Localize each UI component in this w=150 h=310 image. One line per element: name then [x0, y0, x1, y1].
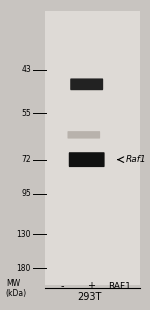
Text: 55: 55 — [21, 108, 31, 118]
FancyBboxPatch shape — [69, 152, 105, 167]
Text: 95: 95 — [21, 189, 31, 198]
Text: +: + — [87, 281, 95, 291]
Text: 293T: 293T — [77, 292, 102, 302]
Text: 43: 43 — [21, 65, 31, 74]
FancyBboxPatch shape — [70, 78, 103, 90]
Text: 72: 72 — [21, 155, 31, 164]
Text: Raf1: Raf1 — [126, 155, 146, 164]
FancyBboxPatch shape — [68, 131, 100, 139]
Text: MW
(kDa): MW (kDa) — [6, 279, 27, 299]
Text: 180: 180 — [17, 264, 31, 273]
FancyBboxPatch shape — [45, 11, 140, 285]
Text: RAF1: RAF1 — [108, 282, 131, 291]
Text: -: - — [60, 281, 64, 291]
Text: 130: 130 — [16, 229, 31, 239]
